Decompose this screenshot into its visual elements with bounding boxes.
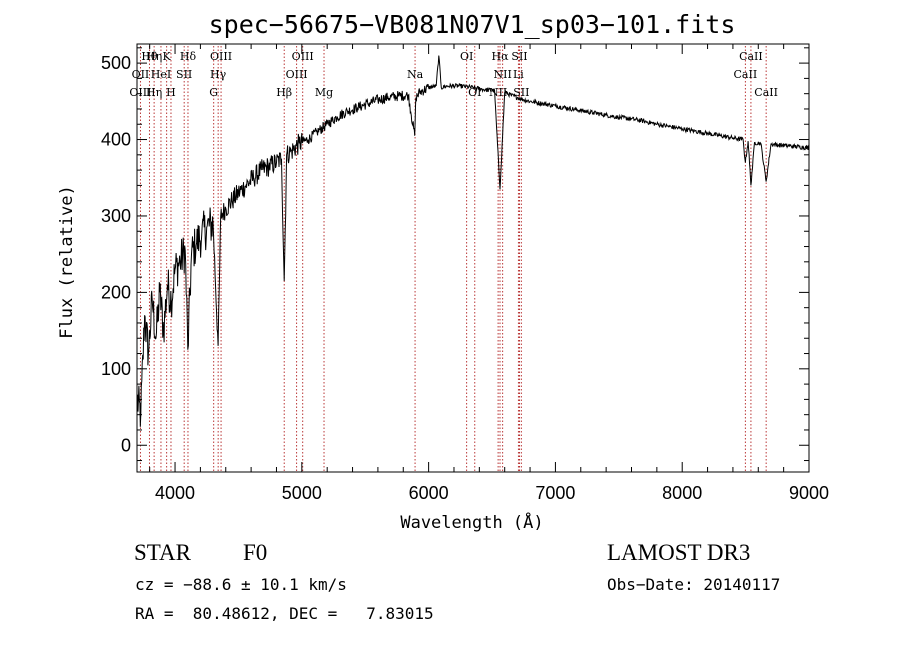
chart-title: spec−56675−VB081N07V1_sp03−101.fits [209, 10, 736, 39]
x-tick-label: 8000 [662, 483, 702, 503]
spectral-line-label: Hβ [276, 86, 292, 99]
spectral-line-label: CaII [739, 50, 763, 63]
plot-frame [136, 43, 810, 473]
spectral-line-label: CaII [734, 68, 758, 81]
spectral-line-label: OIII [286, 68, 308, 81]
y-tick-label: 200 [101, 282, 131, 302]
spectral-line-label: Hδ [180, 50, 197, 63]
spectral-line-label: OIII [129, 86, 151, 99]
spectral-line-label: Na [407, 68, 424, 81]
y-tick-label: 300 [101, 206, 131, 226]
spectral-line-label: Hη [146, 50, 162, 63]
x-axis-label: Wavelength (Å) [400, 511, 543, 533]
spectral-line-label: HeI [151, 68, 171, 81]
spectral-line-label: Hα [491, 50, 509, 63]
spectral-line-label: OIII [292, 50, 314, 63]
spectral-line-label: Mg [315, 86, 333, 99]
x-tick-label: 6000 [409, 483, 449, 503]
spectral-line-label: Hθ [141, 50, 158, 63]
spectral-line-label: Hγ [210, 68, 227, 81]
axis-ticks [137, 44, 810, 472]
y-tick-label: 400 [101, 130, 131, 150]
spectral-line-label: Hη [146, 86, 162, 99]
spectral-line-label: Li [513, 68, 524, 81]
spectrum-line [136, 55, 810, 427]
axis-tick-labels: 4000 5000 6000 7000 8000 9000 0 100 200 300 400 500 [101, 53, 829, 503]
spectral-line-markers [139, 46, 767, 472]
y-axis-label: Flux (relative) [57, 185, 77, 339]
spectral-line-label: CaII [754, 86, 778, 99]
coordinates: RA = 80.48612, DEC = 7.83015 [135, 604, 434, 623]
spectral-line-label: G [209, 86, 218, 99]
x-tick-label: 5000 [282, 483, 322, 503]
spectral-line-label: OI [460, 50, 473, 63]
spectral-line-label: NII [494, 68, 512, 81]
x-tick-label: 4000 [155, 483, 195, 503]
object-subclass: F0 [243, 540, 268, 565]
y-tick-label: 100 [101, 359, 131, 379]
spectral-line-label: OII [132, 68, 150, 81]
spectral-line-label: H [166, 86, 176, 99]
spectral-line-label: SII [176, 68, 192, 81]
spectral-line-label: SII [511, 50, 527, 63]
object-class: STAR [134, 540, 191, 565]
observation-date: Obs−Date: 20140117 [607, 575, 781, 594]
survey-name: LAMOST DR3 [607, 540, 751, 565]
spectral-line-label: SII [513, 86, 529, 99]
x-tick-label: 7000 [535, 483, 575, 503]
redshift-readout: cz = −88.6 ± 10.1 km/s [135, 575, 347, 594]
y-tick-label: 0 [121, 435, 131, 455]
spectral-line-label: OIII [210, 50, 232, 63]
spectral-line-label: K [163, 50, 172, 63]
y-tick-label: 500 [101, 53, 131, 73]
x-tick-label: 9000 [789, 483, 829, 503]
